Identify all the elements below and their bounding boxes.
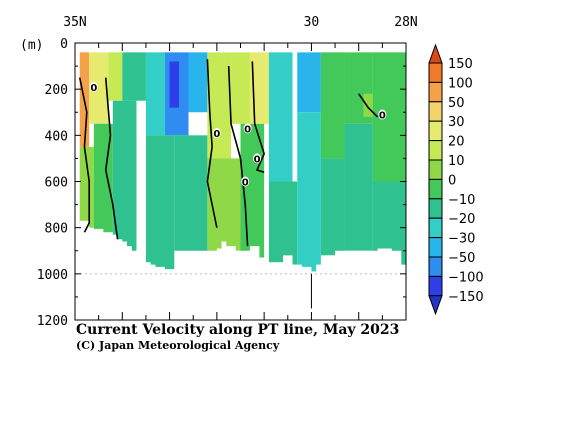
contour-label-bg — [378, 109, 387, 120]
colorbar-swatch — [428, 237, 443, 258]
colorbar-label: −150 — [448, 290, 484, 305]
colorbar-swatch — [428, 275, 443, 297]
colorbar-label: −10 — [448, 193, 475, 208]
colorbar-label: −20 — [448, 212, 475, 227]
velocity-cell — [108, 52, 123, 101]
velocity-cell — [320, 52, 345, 159]
zero-contour — [358, 93, 379, 118]
velocity-cell — [297, 112, 321, 272]
colorbar-label: 10 — [448, 154, 465, 169]
colorbar-swatch — [428, 62, 443, 83]
contour-label-bg — [243, 123, 252, 134]
velocity-cell — [174, 135, 208, 251]
velocity-cell — [268, 52, 293, 182]
velocity-cell — [89, 52, 109, 124]
top-latitude-axis: 35N 30 28N — [63, 15, 418, 320]
velocity-cell — [344, 123, 373, 251]
contour-label: 0 — [254, 154, 261, 165]
y-tick-label: 400 — [45, 129, 68, 144]
colorbar-label: 30 — [448, 115, 465, 130]
contour-label: 0 — [90, 83, 97, 94]
depth-axis: 0 200 400 600 800 1000 1200 — [37, 37, 406, 329]
colorbar-swatch — [428, 81, 443, 103]
reference-lines — [75, 273, 406, 309]
contour-label: 0 — [213, 129, 220, 140]
colorbar-top-arrow — [428, 43, 443, 64]
colorbar-swatch — [428, 159, 443, 180]
chart-credit: (C) Japan Meteorological Agency — [76, 339, 280, 352]
y-tick-label: 1000 — [37, 268, 68, 283]
colorbar-swatch — [428, 198, 443, 219]
contour-label-bg — [212, 128, 221, 139]
zero-contour — [251, 61, 265, 174]
y-tick-label: 200 — [45, 83, 68, 98]
chart-title: Current Velocity along PT line, May 2023 — [76, 322, 399, 338]
velocity-cell — [231, 52, 250, 124]
y-tick-label: 1200 — [37, 314, 68, 329]
velocity-cell — [145, 52, 165, 136]
colorbar-swatch — [428, 256, 443, 277]
contour-label: 0 — [244, 124, 251, 135]
seafloor-region — [79, 220, 406, 320]
y-axis-unit-label: (m) — [20, 38, 43, 53]
velocity-cell — [169, 61, 180, 108]
contour-label: 0 — [379, 111, 386, 122]
zero-contour-lines: 0 0 0 0 0 0 — [78, 59, 387, 247]
velocity-cell — [320, 158, 345, 256]
colorbar-bottom-arrow — [428, 295, 443, 316]
velocity-cell — [372, 52, 406, 182]
colorbar-label: −30 — [448, 232, 475, 247]
x-tick-label: 28N — [394, 15, 417, 30]
colorbar-swatch — [428, 140, 443, 161]
contour-label-bg — [241, 176, 250, 187]
velocity-cell — [297, 52, 321, 113]
colorbar-label: 100 — [448, 76, 473, 91]
zero-contour — [206, 59, 218, 228]
zero-contour — [104, 77, 119, 240]
colorbar-swatch — [428, 120, 443, 142]
velocity-cell — [122, 52, 146, 101]
zero-contour — [227, 66, 249, 247]
x-tick-label: 30 — [304, 15, 320, 30]
y-tick-label: 0 — [60, 37, 68, 52]
velocity-cell — [268, 181, 298, 265]
colorbar-swatch — [428, 178, 443, 200]
colorbar-label: −100 — [448, 270, 484, 285]
y-tick-label: 800 — [45, 222, 68, 237]
colorbar-label: −50 — [448, 251, 475, 266]
zero-contour — [78, 77, 90, 233]
y-tick-label: 600 — [45, 176, 68, 191]
contour-label-bg — [89, 81, 98, 92]
colorbar-swatch — [428, 101, 443, 122]
colorbar-label: 0 — [448, 173, 456, 188]
velocity-cell — [145, 135, 175, 270]
colorbar-label: 50 — [448, 96, 465, 111]
colorbar-label: 20 — [448, 135, 465, 150]
velocity-cell — [112, 100, 137, 263]
contour-label-bg — [253, 153, 262, 164]
velocity-cell — [188, 52, 208, 113]
contour-label: 0 — [242, 178, 249, 189]
colorbar-label: 150 — [448, 57, 473, 72]
colorbar-swatch — [428, 217, 443, 239]
x-tick-label: 35N — [63, 15, 86, 30]
velocity-cell — [207, 52, 232, 159]
